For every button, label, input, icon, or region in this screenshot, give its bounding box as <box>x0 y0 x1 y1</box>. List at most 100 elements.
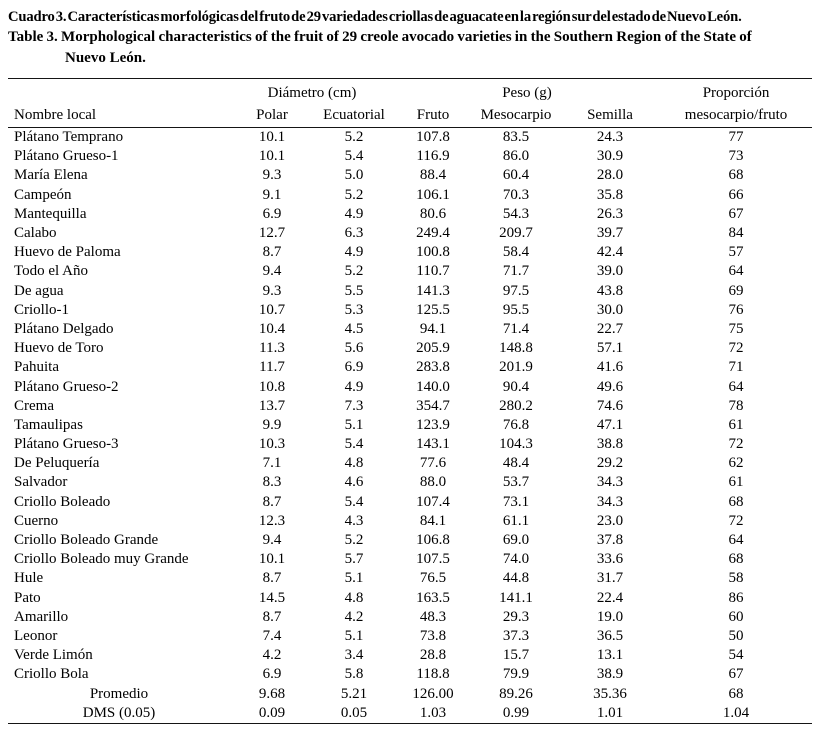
mesocarp-weight-cell: 86.0 <box>502 148 530 165</box>
mesocarp-weight-cell: 148.8 <box>499 340 533 357</box>
table-row: Todo el Año 9.4 5.2 110.7 71.7 39.0 64 <box>8 262 812 281</box>
seed-weight-cell: 33.6 <box>596 551 624 568</box>
mesocarp-weight-cell: 71.4 <box>502 320 530 337</box>
table-row: Criollo Bola 6.9 5.8 118.8 79.9 38.9 67 <box>8 665 812 684</box>
variety-name-cell: Plátano Grueso-2 <box>14 378 119 395</box>
mesocarp-weight-cell: 74.0 <box>502 551 530 568</box>
seed-weight-cell: 38.9 <box>596 666 624 683</box>
seed-weight-cell: 35.8 <box>596 186 624 203</box>
variety-name-cell: Calabo <box>14 225 57 242</box>
seed-weight-cell: 29.2 <box>596 455 624 472</box>
seed-weight-cell: 30.0 <box>596 301 624 318</box>
fruit-weight-cell: 163.5 <box>416 589 450 606</box>
table-row: Tamaulipas 9.9 5.1 123.9 76.8 47.1 61 <box>8 416 812 435</box>
mesocarp-weight-cell: 76.8 <box>502 416 530 433</box>
table-caption: Cuadro 3. Características morfológicas d… <box>8 7 813 69</box>
mesocarp-fruit-ratio-cell: 54 <box>728 647 744 664</box>
variety-name-cell: Campeón <box>14 186 72 203</box>
fruit-weight-cell: 107.4 <box>416 493 450 510</box>
mesocarp-fruit-ratio-cell: 68 <box>728 551 744 568</box>
variety-name-cell: Criollo Boleado muy Grande <box>14 551 189 568</box>
variety-name-cell: Salvador <box>14 474 68 491</box>
variety-name-cell: Mantequilla <box>14 205 87 222</box>
polar-diameter-cell: 8.7 <box>262 244 282 261</box>
seed-weight-cell: 36.5 <box>596 627 624 644</box>
fruit-weight-cell: 106.1 <box>416 186 450 203</box>
polar-diameter-cell: 4.2 <box>262 647 282 664</box>
seed-weight-cell: 19.0 <box>596 608 624 625</box>
fruit-weight-cell: 125.5 <box>416 301 450 318</box>
mesocarp-weight-cell: 29.3 <box>502 608 530 625</box>
ecuatorial-diameter-cell: 5.0 <box>344 167 364 184</box>
variety-name-cell: Pahuita <box>14 359 59 376</box>
table-row: Huevo de Toro 11.3 5.6 205.9 148.8 57.1 … <box>8 339 812 358</box>
table-row: Huevo de Paloma 8.7 4.9 100.8 58.4 42.4 … <box>8 243 812 262</box>
weight-group-header: Peso (g) <box>502 85 552 101</box>
fruit-weight-cell: 106.8 <box>416 532 450 549</box>
polar-diameter-cell: 9.9 <box>262 416 282 433</box>
ecuatorial-diameter-cell: 4.3 <box>344 512 364 529</box>
table-row: Criollo-1 10.7 5.3 125.5 95.5 30.0 76 <box>8 301 812 320</box>
mesocarp-fruit-ratio-cell: 64 <box>728 378 744 395</box>
table-body: Plátano Temprano 10.1 5.2 107.8 83.5 24.… <box>8 128 812 724</box>
ecuatorial-diameter-cell: 0.05 <box>340 704 368 721</box>
seed-weight-cell: 34.3 <box>596 474 624 491</box>
polar-diameter-cell: 8.7 <box>262 608 282 625</box>
variety-name-cell: Plátano Delgado <box>14 320 114 337</box>
seed-weight-cell: 37.8 <box>596 532 624 549</box>
polar-diameter-cell: 8.7 <box>262 493 282 510</box>
fruit-weight-cell: 100.8 <box>416 244 450 261</box>
mesocarp-fruit-ratio-cell: 78 <box>728 397 744 414</box>
table-row: Plátano Grueso-3 10.3 5.4 143.1 104.3 38… <box>8 435 812 454</box>
mesocarp-weight-cell: 79.9 <box>502 666 530 683</box>
seed-weight-cell: 24.3 <box>596 129 624 146</box>
ecuatorial-diameter-cell: 4.2 <box>344 608 364 625</box>
mesocarp-fruit-ratio-cell: 64 <box>728 263 744 280</box>
table-row: Plátano Grueso-1 10.1 5.4 116.9 86.0 30.… <box>8 147 812 166</box>
seed-weight-cell: 39.7 <box>596 225 624 242</box>
mesocarp-fruit-ratio-cell: 84 <box>728 225 744 242</box>
variety-name-cell: Plátano Grueso-3 <box>14 436 119 453</box>
polar-diameter-cell: 7.4 <box>262 627 282 644</box>
seed-weight-cell: 41.6 <box>596 359 624 376</box>
ecuatorial-diameter-cell: 5.3 <box>344 301 364 318</box>
polar-diameter-cell: 10.1 <box>258 148 286 165</box>
polar-diameter-cell: 10.1 <box>258 551 286 568</box>
variety-name-cell: Criollo-1 <box>14 301 69 318</box>
mesocarp-fruit-ratio-cell: 62 <box>728 455 744 472</box>
ecuatorial-diameter-cell: 3.4 <box>344 647 364 664</box>
table-row: Calabo 12.7 6.3 249.4 209.7 39.7 84 <box>8 224 812 243</box>
ecuatorial-diameter-cell: 7.3 <box>344 397 364 414</box>
semilla-column-header: Semilla <box>587 107 633 123</box>
polar-diameter-cell: 8.7 <box>262 570 282 587</box>
table-row: Pahuita 11.7 6.9 283.8 201.9 41.6 71 <box>8 358 812 377</box>
fruit-weight-cell: 123.9 <box>416 416 450 433</box>
variety-name-cell: De Peluquería <box>14 455 100 472</box>
ecuatorial-diameter-cell: 5.4 <box>344 493 364 510</box>
mesocarp-fruit-ratio-cell: 86 <box>728 589 744 606</box>
mesocarp-fruit-ratio-cell: 58 <box>728 570 744 587</box>
ecuatorial-diameter-cell: 5.21 <box>340 685 368 702</box>
name-column-header: Nombre local <box>14 107 97 123</box>
table-row: De agua 9.3 5.5 141.3 97.5 43.8 69 <box>8 282 812 301</box>
seed-weight-cell: 22.4 <box>596 589 624 606</box>
name-column-spacer <box>8 79 230 103</box>
seed-weight-cell: 31.7 <box>596 570 624 587</box>
variety-name-cell: Amarillo <box>14 608 69 625</box>
polar-diameter-cell: 10.4 <box>258 320 286 337</box>
ecuatorial-diameter-cell: 5.7 <box>344 551 364 568</box>
mesocarp-fruit-ratio-cell: 67 <box>728 205 744 222</box>
fruit-weight-cell: 107.8 <box>416 129 450 146</box>
mesocarp-weight-cell: 141.1 <box>499 589 533 606</box>
table-row: Salvador 8.3 4.6 88.0 53.7 34.3 61 <box>8 473 812 492</box>
table-row: Plátano Delgado 10.4 4.5 94.1 71.4 22.7 … <box>8 320 812 339</box>
mesocarp-weight-cell: 95.5 <box>502 301 530 318</box>
table-row: Pato 14.5 4.8 163.5 141.1 22.4 86 <box>8 589 812 608</box>
mesocarp-weight-cell: 61.1 <box>502 512 530 529</box>
proportion-header-top: Proporción <box>702 85 770 101</box>
ecuatorial-diameter-cell: 4.5 <box>344 320 364 337</box>
mesocarp-fruit-ratio-cell: 68 <box>728 685 744 702</box>
variety-name-cell: Todo el Año <box>14 263 88 280</box>
mesocarp-weight-cell: 209.7 <box>499 225 533 242</box>
seed-weight-cell: 26.3 <box>596 205 624 222</box>
